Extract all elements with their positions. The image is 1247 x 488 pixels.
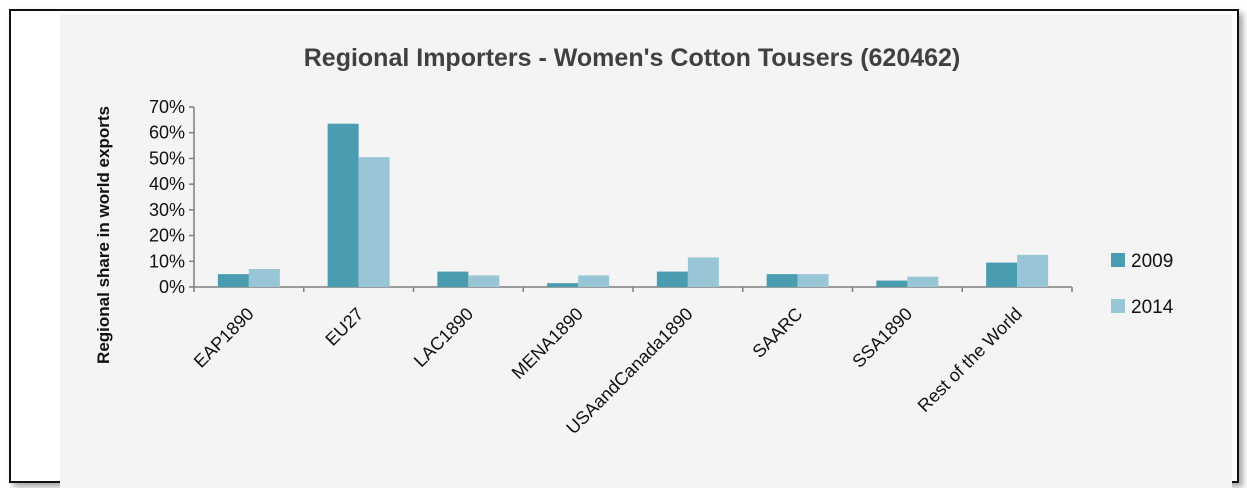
bar-2009-usaandcanada1890 [656, 271, 688, 287]
bar-2014-rest-of-the-world [1017, 254, 1049, 287]
x-category-label: LAC1890 [410, 304, 477, 371]
legend-swatch [1111, 299, 1125, 313]
bar-2014-ssa1890 [907, 276, 939, 287]
y-tick-labels: 0% 10% 20% 30% 40% 50% 60% 70% [149, 97, 185, 297]
chart-title: Regional Importers - Women's Cotton Tous… [304, 44, 961, 72]
y-tick-label: 30% [149, 200, 185, 220]
bar-2009-saarc [766, 274, 798, 287]
bar-2009-eap1890 [217, 274, 249, 287]
x-category-label: SSA1890 [848, 304, 916, 372]
y-tick-label: 0% [159, 277, 185, 297]
y-tick-label: 70% [149, 97, 185, 117]
bar-2014-usaandcanada1890 [687, 257, 719, 287]
chart-background [60, 14, 1232, 488]
x-category-label: EU27 [321, 304, 367, 350]
bar-2009-rest-of-the-world [986, 262, 1018, 287]
y-tick-label: 50% [149, 148, 185, 168]
bar-2009-lac1890 [437, 271, 469, 287]
axes [189, 106, 1073, 292]
bar-2014-lac1890 [468, 275, 500, 287]
legend-swatch [1111, 253, 1125, 267]
bars [217, 123, 1049, 287]
y-tick-label: 60% [149, 123, 185, 143]
bar-2009-eu27 [327, 123, 359, 287]
x-category-label: EAP1890 [190, 304, 258, 372]
x-category-label: USAandCanada1890 [562, 304, 696, 438]
bar-2014-eap1890 [248, 269, 280, 287]
bar-2009-ssa1890 [876, 280, 908, 287]
x-category-label: MENA1890 [508, 304, 587, 383]
y-axis-label: Regional share in world exports [94, 106, 113, 364]
x-category-labels: EAP1890 EU27 LAC1890 MENA1890USAandCanada18… [190, 304, 1026, 438]
y-tick-label: 40% [149, 174, 185, 194]
x-category-label: SAARC [748, 304, 806, 362]
x-category-label: Rest of the World [914, 304, 1026, 416]
bar-2014-mena1890 [578, 275, 610, 287]
bar-2009-mena1890 [547, 283, 579, 287]
y-tick-label: 10% [149, 251, 185, 271]
bar-2014-eu27 [358, 157, 390, 287]
legend-label: 2014 [1131, 297, 1174, 318]
bar-2014-saarc [797, 274, 829, 287]
legend: 2009 2014 [1111, 251, 1174, 318]
legend-label: 2009 [1131, 251, 1173, 272]
y-tick-label: 20% [149, 226, 185, 246]
